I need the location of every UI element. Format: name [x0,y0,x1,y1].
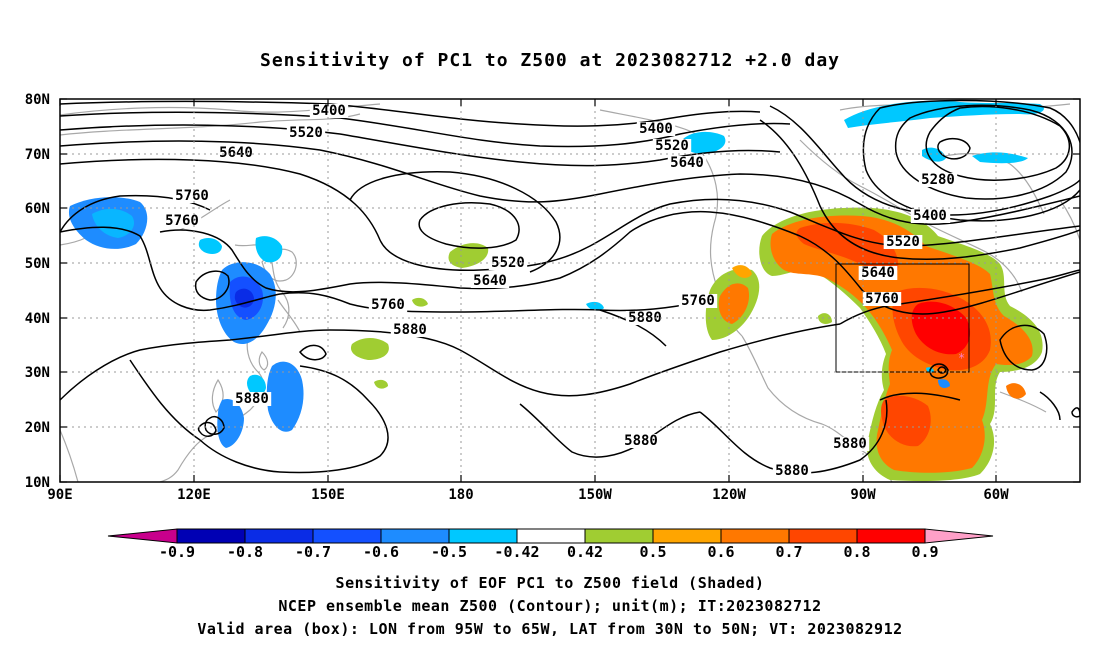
contour-label-bg [910,209,950,223]
contour-label: 5880 [628,310,662,326]
lat-label: 80N [25,92,50,108]
contour-label: 5760 [681,293,715,309]
lat-label: 20N [25,420,50,436]
footer-line-1: Sensitivity of EOF PC1 to Z500 field (Sh… [335,574,765,592]
contour-label: 5520 [886,234,920,250]
contour-label-bg [625,311,665,325]
contour-label-bg [172,189,212,203]
colorbar-segment [312,528,382,544]
lat-label: 10N [25,475,50,491]
contour-label: 5880 [833,436,867,452]
colorbar-segment [856,528,926,544]
contour-label: 5880 [775,463,809,479]
contour-label-bg [488,256,528,270]
lon-label: 150W [578,487,612,503]
contour-label: 5520 [491,255,525,271]
contour-label: 5640 [219,145,253,161]
max-sensitivity-marker: * [958,351,965,365]
lon-label: 120W [712,487,746,503]
lat-label: 60N [25,201,50,217]
colorbar-segment [380,528,450,544]
contour-label: 5400 [312,103,346,119]
plot-title: Sensitivity of PC1 to Z500 at 2023082712… [259,50,840,71]
contour-label: 5760 [371,297,405,313]
contour-label-bg [918,173,958,187]
colorbar-label: -0.7 [295,543,331,561]
sensitivity-shading [68,100,1044,482]
contour-label-bg [652,139,692,153]
colorbar-segment [788,528,858,544]
contour-label-bg [470,274,510,288]
colorbar-label: 0.6 [707,543,734,561]
contour-label: 5280 [921,172,955,188]
contour-label-bg [678,294,718,308]
contour-label-bg [216,146,256,160]
lon-label: 60W [983,487,1009,503]
colorbar-segment [652,528,722,544]
contour-label: 5760 [865,291,899,307]
contour-label-bg [858,266,898,280]
contour-label: 5880 [393,322,427,338]
contour-label: 5400 [639,121,673,137]
contour-label-bg [862,292,902,306]
colorbar-label: -0.9 [159,543,195,561]
contour-label-bg [232,392,272,406]
colorbar-under-arrow [107,528,178,544]
contour-label: 5640 [670,155,704,171]
colorbar-segment [176,528,246,544]
colorbar-label: 0.42 [567,543,603,561]
contour-label: 5640 [473,273,507,289]
lon-label: 120E [177,487,211,503]
contour-label-bg [830,437,870,451]
contour-label-bg [162,214,202,228]
colorbar-label: 0.7 [775,543,802,561]
colorbar-segment [448,528,518,544]
contour-label-bg [368,298,408,312]
contour-label: 5880 [624,433,658,449]
footer-line-3: Valid area (box): LON from 95W to 65W, L… [197,620,903,638]
lon-label: 90W [850,487,876,503]
contour-label-bg [772,464,812,478]
gridlines [60,99,1080,482]
contour-label: 5880 [235,391,269,407]
contour-label-bg [309,104,349,118]
colorbar-segment [516,528,586,544]
colorbar-label: -0.8 [227,543,263,561]
contour-label-bg [621,434,661,448]
colorbar-label: -0.42 [494,543,539,561]
lat-label: 40N [25,311,50,327]
colorbar [107,528,994,544]
contour-label: 5520 [655,138,689,154]
colorbar-over-arrow [924,528,994,544]
contour-label-bg [286,126,326,140]
contour-label-bg [390,323,430,337]
contour-label: 5760 [165,213,199,229]
lat-label: 30N [25,365,50,381]
colorbar-segment [584,528,654,544]
contour-label-bg [667,156,707,170]
lat-label: 70N [25,147,50,163]
map-frame [59,98,1081,483]
footer-line-2: NCEP ensemble mean Z500 (Contour); unit(… [278,597,822,615]
contour-label: 5640 [861,265,895,281]
colorbar-label: -0.6 [363,543,399,561]
contour-label: 5760 [175,188,209,204]
lon-label: 150E [311,487,345,503]
colorbar-label: 0.5 [639,543,666,561]
colorbar-label: -0.5 [431,543,467,561]
colorbar-label: 0.8 [843,543,870,561]
lat-label: 50N [25,256,50,272]
contour-label: 5400 [913,208,947,224]
lon-label: 180 [448,487,473,503]
contour-label-bg [636,122,676,136]
lon-label: 90E [47,487,72,503]
colorbar-label: 0.9 [911,543,938,561]
colorbar-segment [244,528,314,544]
contour-label-bg [883,235,923,249]
contour-label: 5520 [289,125,323,141]
colorbar-segment [720,528,790,544]
